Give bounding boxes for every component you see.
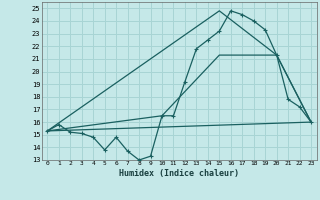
X-axis label: Humidex (Indice chaleur): Humidex (Indice chaleur): [119, 169, 239, 178]
